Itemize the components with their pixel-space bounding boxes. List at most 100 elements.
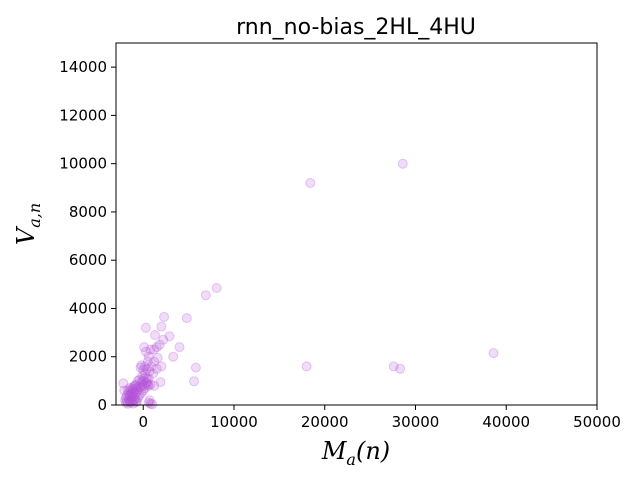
data-point bbox=[128, 398, 139, 409]
data-point bbox=[158, 334, 169, 345]
data-point bbox=[140, 383, 150, 394]
y-tick-label: 12000 bbox=[59, 106, 107, 124]
data-point bbox=[143, 351, 154, 362]
data-point bbox=[144, 366, 155, 377]
data-point bbox=[141, 363, 152, 374]
y-axis-label-sub: a,n bbox=[25, 203, 44, 228]
y-tick-label: 8000 bbox=[69, 203, 107, 221]
data-point bbox=[154, 339, 165, 350]
data-point bbox=[127, 389, 138, 400]
data-point bbox=[127, 383, 138, 394]
data-point bbox=[121, 396, 132, 407]
y-axis-ticks: 0 2000 4000 6000 8000 10000 12000 14000 bbox=[59, 58, 116, 414]
data-point bbox=[142, 356, 153, 367]
data-point bbox=[138, 365, 149, 375]
data-point bbox=[129, 386, 140, 397]
data-point bbox=[168, 351, 179, 362]
y-axis-label-base: V bbox=[12, 225, 40, 245]
data-point bbox=[123, 387, 134, 398]
data-point bbox=[131, 384, 141, 395]
data-point bbox=[151, 363, 162, 374]
x-axis-label: Ma(n) bbox=[321, 437, 390, 469]
data-point bbox=[488, 348, 499, 359]
data-point bbox=[143, 380, 154, 391]
data-point bbox=[124, 396, 135, 407]
data-point bbox=[126, 387, 137, 398]
data-point bbox=[127, 396, 138, 407]
data-point bbox=[149, 380, 160, 391]
data-point bbox=[142, 379, 153, 390]
data-point bbox=[140, 378, 151, 389]
data-point bbox=[137, 371, 148, 381]
x-tick-label: 10000 bbox=[210, 413, 258, 431]
data-point bbox=[118, 378, 129, 389]
data-point bbox=[149, 356, 160, 367]
data-point bbox=[132, 381, 143, 392]
data-point bbox=[138, 385, 149, 396]
data-point bbox=[130, 380, 141, 391]
x-tick-label: 40000 bbox=[482, 413, 530, 431]
data-point bbox=[397, 158, 408, 169]
data-point bbox=[132, 392, 143, 403]
data-point bbox=[146, 361, 157, 372]
data-point bbox=[133, 384, 144, 395]
data-point bbox=[301, 361, 312, 372]
data-point bbox=[174, 342, 185, 353]
data-point bbox=[126, 394, 137, 404]
data-point bbox=[200, 290, 211, 301]
y-tick-label: 6000 bbox=[69, 251, 107, 269]
data-point bbox=[132, 375, 143, 386]
data-point bbox=[131, 379, 141, 390]
data-point bbox=[130, 389, 141, 400]
data-point bbox=[148, 368, 159, 379]
data-point bbox=[145, 344, 156, 355]
x-axis-label-base: M bbox=[321, 437, 348, 465]
data-point bbox=[125, 391, 136, 402]
data-point bbox=[140, 322, 151, 333]
data-point bbox=[124, 383, 135, 394]
data-point bbox=[119, 385, 130, 396]
data-point bbox=[131, 397, 141, 408]
data-point bbox=[150, 330, 160, 340]
y-tick-label: 4000 bbox=[69, 299, 107, 317]
y-tick-label: 10000 bbox=[59, 155, 107, 173]
data-point bbox=[129, 381, 140, 392]
data-point bbox=[141, 373, 152, 384]
data-point bbox=[149, 344, 160, 355]
data-point bbox=[123, 394, 134, 404]
data-point bbox=[145, 398, 156, 409]
data-point bbox=[305, 178, 316, 188]
data-point bbox=[140, 346, 151, 357]
data-point bbox=[159, 311, 170, 322]
chart-title: rnn_no-bias_2HL_4HU bbox=[236, 15, 476, 40]
x-axis-ticks: 0 10000 20000 30000 40000 50000 bbox=[138, 405, 621, 431]
y-tick-label: 14000 bbox=[59, 58, 107, 76]
data-point bbox=[388, 361, 399, 372]
data-point bbox=[139, 342, 150, 353]
data-point bbox=[156, 361, 167, 372]
data-point bbox=[134, 374, 145, 385]
data-point bbox=[139, 380, 150, 391]
data-point bbox=[131, 386, 142, 397]
data-point bbox=[136, 387, 147, 398]
data-point bbox=[140, 368, 150, 379]
y-axis-label: Va,n bbox=[12, 203, 44, 245]
y-tick-label: 2000 bbox=[69, 348, 107, 366]
data-point bbox=[128, 391, 139, 402]
data-point bbox=[137, 379, 148, 390]
data-point bbox=[152, 352, 163, 363]
x-tick-label: 50000 bbox=[573, 413, 621, 431]
data-point bbox=[143, 373, 154, 384]
data-point bbox=[121, 390, 132, 401]
data-point bbox=[139, 373, 150, 384]
data-point bbox=[141, 377, 152, 388]
x-tick-label: 30000 bbox=[392, 413, 440, 431]
data-point bbox=[122, 398, 133, 409]
data-point bbox=[147, 399, 158, 410]
data-point bbox=[395, 363, 406, 374]
data-point bbox=[135, 362, 146, 373]
data-point bbox=[124, 390, 135, 401]
data-point bbox=[138, 375, 149, 386]
